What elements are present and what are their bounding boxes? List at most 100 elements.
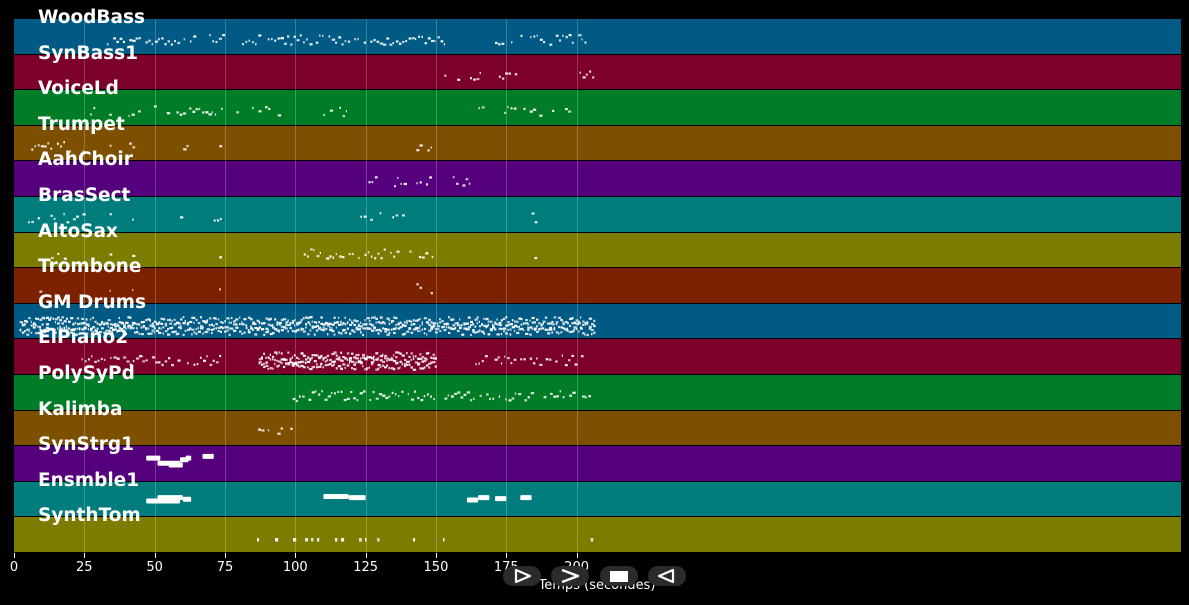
note xyxy=(353,368,357,371)
note xyxy=(135,37,139,40)
note xyxy=(581,38,583,41)
track-notes xyxy=(106,34,587,46)
note xyxy=(553,395,557,398)
note xyxy=(109,326,113,329)
note xyxy=(571,321,575,325)
note xyxy=(489,397,491,400)
note xyxy=(46,322,49,326)
note xyxy=(48,328,51,331)
note xyxy=(189,326,191,330)
note xyxy=(142,325,145,328)
note xyxy=(158,331,162,334)
forward-button[interactable] xyxy=(551,566,589,586)
note xyxy=(305,322,308,326)
note xyxy=(540,327,544,330)
note xyxy=(30,331,33,334)
note xyxy=(568,110,572,113)
note xyxy=(411,37,415,40)
note xyxy=(342,360,344,363)
note xyxy=(97,360,100,363)
note xyxy=(247,330,251,334)
note xyxy=(298,365,301,369)
note xyxy=(586,333,589,336)
note xyxy=(219,330,222,333)
note xyxy=(518,327,522,331)
note xyxy=(32,323,35,327)
note xyxy=(132,360,135,363)
note xyxy=(459,318,461,321)
note xyxy=(454,326,456,329)
note xyxy=(421,321,423,324)
note xyxy=(560,318,563,321)
note xyxy=(28,316,31,319)
note xyxy=(134,331,137,334)
note xyxy=(568,359,571,362)
note xyxy=(224,330,227,333)
note xyxy=(155,361,159,364)
note xyxy=(164,43,167,46)
note xyxy=(283,317,287,321)
note xyxy=(423,366,426,369)
note xyxy=(344,367,346,370)
note xyxy=(116,329,118,332)
note xyxy=(555,330,559,334)
note xyxy=(415,327,418,330)
note xyxy=(485,324,489,328)
note xyxy=(362,323,366,326)
note xyxy=(560,326,564,329)
note xyxy=(529,326,533,329)
note xyxy=(408,326,411,330)
note xyxy=(101,322,103,325)
note xyxy=(392,42,394,45)
note xyxy=(414,390,417,393)
note xyxy=(397,322,400,325)
note xyxy=(43,317,46,320)
note xyxy=(171,319,173,322)
note xyxy=(208,323,211,326)
play-button[interactable] xyxy=(503,566,541,586)
note xyxy=(59,325,61,328)
note xyxy=(396,250,400,253)
note xyxy=(444,74,447,77)
note xyxy=(39,325,42,329)
note xyxy=(507,323,510,327)
note xyxy=(63,140,65,144)
note xyxy=(187,362,189,365)
note xyxy=(333,321,337,324)
note xyxy=(418,35,420,38)
note xyxy=(492,323,494,326)
note xyxy=(494,321,496,324)
note xyxy=(50,328,53,331)
note xyxy=(437,36,440,39)
note xyxy=(193,363,196,367)
note xyxy=(101,320,103,323)
note xyxy=(430,361,433,365)
note xyxy=(299,34,302,37)
note xyxy=(377,538,380,542)
note xyxy=(500,327,503,330)
note xyxy=(410,323,413,326)
note xyxy=(156,322,160,325)
note xyxy=(318,366,322,369)
note xyxy=(274,363,276,366)
note xyxy=(151,325,155,328)
track-label: AltoSax xyxy=(38,220,118,242)
note xyxy=(335,358,339,361)
note xyxy=(287,319,289,322)
note xyxy=(353,356,356,359)
note xyxy=(278,323,281,326)
note xyxy=(498,323,502,326)
note xyxy=(357,324,361,328)
note xyxy=(131,323,134,326)
note xyxy=(593,331,596,334)
note xyxy=(320,328,324,331)
note xyxy=(335,41,338,44)
note xyxy=(384,355,388,358)
note xyxy=(591,332,593,335)
note xyxy=(265,365,269,368)
note xyxy=(295,399,298,403)
stop-button[interactable] xyxy=(600,566,638,586)
track-label: PolySyPd xyxy=(38,363,135,384)
rewind-button[interactable] xyxy=(648,566,686,586)
note xyxy=(525,332,529,335)
